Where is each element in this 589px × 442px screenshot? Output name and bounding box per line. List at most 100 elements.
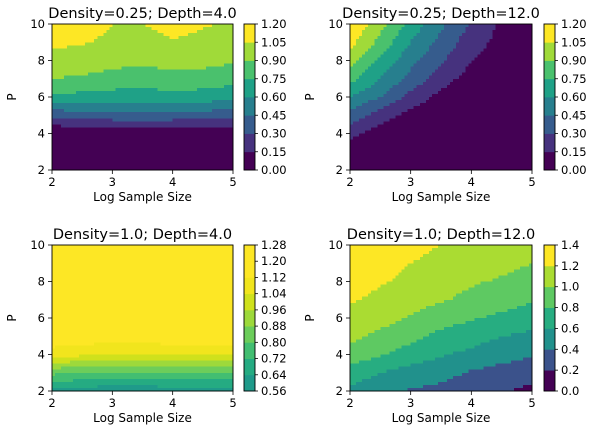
contour-cell [169,118,174,122]
contour-cell [199,106,204,110]
contour-cell [220,69,225,74]
contour-cell [359,118,363,122]
contour-cell [504,36,509,40]
contour-cell [118,24,122,28]
contour-cell [190,90,195,95]
contour-cell [356,42,360,46]
contour-cell [148,139,153,144]
contour-cell [437,112,442,116]
contour-cell [58,39,62,43]
contour-cell [178,81,183,86]
contour-cell [434,57,439,62]
contour-cell [431,103,436,107]
contour-cell [359,60,363,65]
contour-cell [154,106,159,110]
contour-cell [528,109,533,113]
contour-cell [211,39,216,43]
contour-cell [97,69,101,74]
contour-cell [109,118,113,122]
contour-cell [205,139,210,144]
contour-cell [208,145,213,150]
contour-cell [184,48,189,52]
contour-cell [97,30,101,34]
contour-cell [157,112,162,116]
contour-cell [196,87,201,92]
contour-cell [456,66,460,71]
contour-cell [151,100,156,104]
contour-cell [465,39,469,43]
contour-cell [401,75,406,80]
contour-cell [431,115,436,119]
contour-cell [223,109,228,113]
contour-cell [163,72,168,77]
contour-cell [61,57,65,62]
contour-cell [450,118,454,122]
contour-cell [145,103,150,107]
contour-cell [416,24,421,28]
contour-cell [450,69,454,74]
contour-cell [510,109,515,113]
contour-cell [154,145,159,150]
contour-cell [444,36,448,40]
contour-cell [362,93,366,98]
contour-cell [453,66,457,71]
contour-cell [468,97,472,101]
contour-cell [136,124,141,129]
contour-cell [377,39,381,43]
contour-cell [142,60,147,65]
contour-cell [121,166,125,171]
contour-cell [100,51,104,56]
contour-cell [127,75,132,80]
contour-cell [456,124,460,129]
contour-cell [91,163,95,168]
contour-cell [480,27,485,31]
contour-cell [486,103,491,107]
contour-cell [444,57,448,62]
contour-cell [73,109,77,113]
contour-cell [196,124,201,129]
contour-cell [437,121,442,125]
contour-cell [97,115,101,119]
contour-cell [76,160,80,165]
contour-cell [459,103,463,107]
contour-cell [61,75,65,80]
contour-cell [133,118,138,122]
contour-cell [386,97,391,101]
contour-cell [67,139,71,144]
contour-cell [100,81,104,86]
contour-cell [184,148,189,153]
contour-cell [422,106,427,110]
contour-cell [118,136,122,141]
contour-cell [88,103,92,107]
contour-cell [181,78,186,83]
contour-cell [226,136,231,141]
contour-cell [205,54,210,59]
contour-cell [91,130,95,135]
contour-cell [483,24,488,28]
contour-cell [187,87,192,92]
contour-cell [70,139,74,144]
contour-cell [205,30,210,34]
contour-cell [58,45,62,49]
contour-cell [395,24,400,28]
contour-cell [489,93,494,98]
contour-cell [459,109,463,113]
contour-cell [510,115,515,119]
contour-cell [205,63,210,68]
contour-cell [459,30,463,34]
contour-cell [425,75,430,80]
contour-cell [468,81,472,86]
contour-cell [109,51,113,56]
contour-cell [115,154,119,159]
contour-cell [175,166,180,171]
contour-cell [401,45,406,49]
contour-cell [377,124,381,129]
contour-cell [229,121,234,125]
contour-cell [395,112,400,116]
contour-cell [416,57,421,62]
contour-cell [416,72,421,77]
contour-cell [160,45,165,49]
contour-cell [486,109,491,113]
contour-cell [133,160,138,165]
contour-cell [73,163,77,168]
